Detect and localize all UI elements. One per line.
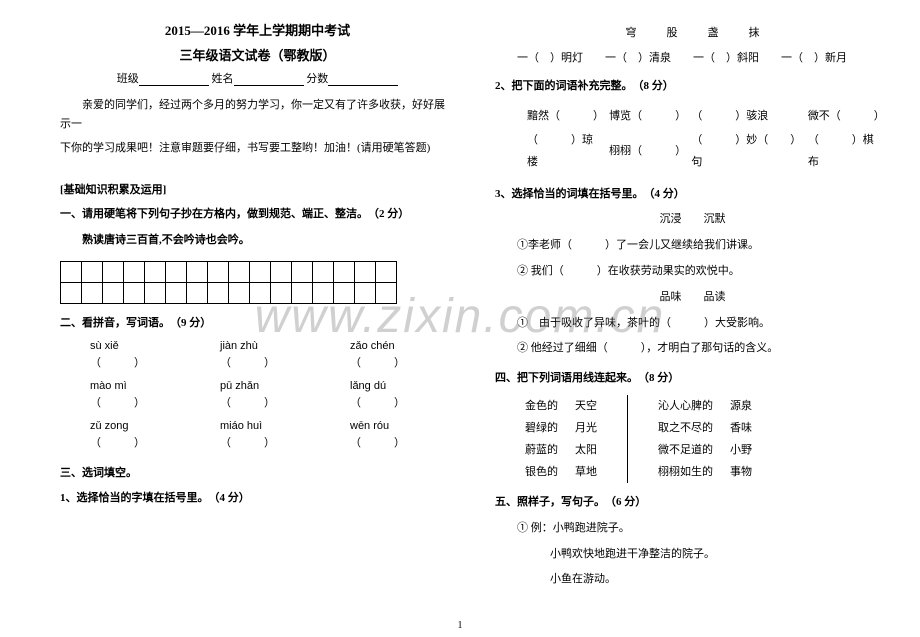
- blank-name: [234, 74, 304, 86]
- intro-2: 下你的学习成果吧！注意审题要仔细，书写要工整哟！加油！(请用硬笔答题): [60, 139, 455, 159]
- paren-1-2: （ ）: [220, 354, 310, 370]
- mr-2b: 香味: [730, 422, 752, 434]
- paren-2-2: （ ）: [220, 394, 310, 410]
- fill-table: 黯然（ ） 博览（ ） （ ）骇浪 微不（ ） （ ）琼楼 栩栩（ ） （ ）妙…: [525, 103, 890, 175]
- label-score: 分数: [306, 73, 328, 85]
- ex-label: ① 例：小鸭跑进院子。: [495, 519, 890, 539]
- match-divider: [627, 395, 628, 483]
- q2-head: 二、看拼音，写词语。 （9 分）: [60, 314, 455, 334]
- fill-2-3: （ ）妙（ ）句: [691, 129, 806, 173]
- section-a-head: [基础知识积累及运用]: [60, 181, 455, 197]
- paren-2-3: （ ）: [350, 394, 440, 410]
- page-number: 1: [458, 620, 463, 631]
- paren-1-1: （ ）: [90, 354, 180, 370]
- pinyin-3-1: zǔ zong: [90, 420, 180, 432]
- pinyin-2-3: lǎng dú: [350, 380, 440, 392]
- pair-b: 品味 品读: [495, 288, 890, 308]
- label-name: 姓名: [212, 73, 234, 85]
- ex1: 小鸭欢快地跑进干净整洁的院子。: [495, 545, 890, 565]
- mr-4a: 栩栩如生的: [658, 461, 713, 483]
- mr-3b: 小野: [730, 444, 752, 456]
- pinyin-3-2: miáo huì: [220, 420, 310, 432]
- fill-1-4: 微不（ ）: [808, 105, 888, 127]
- char-4: 抹: [749, 24, 760, 40]
- ml-4b: 草地: [575, 466, 597, 478]
- q4-head: 四、把下列词语用线连起来。 （8 分）: [495, 369, 890, 389]
- paren-row-3: （ ） （ ） （ ）: [90, 434, 455, 450]
- paren-1-3: （ ）: [350, 354, 440, 370]
- paren-2-1: （ ）: [90, 394, 180, 410]
- q3-1-head: 1、选择恰当的字填在括号里。 （4 分）: [60, 489, 455, 509]
- label-class: 班级: [117, 73, 139, 85]
- fill-2-2: 栩栩（ ）: [609, 129, 689, 173]
- char-1: 穹: [626, 24, 637, 40]
- pair-a: 沉浸 沉默: [495, 210, 890, 230]
- match-wrap: 金色的 天空 碧绿的 月光 蔚蓝的 太阳 银色的 草地 沁人心脾的 源泉 取之不…: [525, 395, 890, 483]
- ex2: 小鱼在游动。: [495, 570, 890, 590]
- pinyin-2-1: mào mì: [90, 380, 180, 392]
- pinyin-row-1: sù xiě jiàn zhù zǎo chén: [90, 340, 455, 352]
- a2: ② 我们（ ）在收获劳动果实的欢悦中。: [495, 262, 890, 282]
- paren-row-2: （ ） （ ） （ ）: [90, 394, 455, 410]
- title-line-2: 三年级语文试卷（鄂教版）: [60, 45, 455, 64]
- right-column: 穹 股 盏 抹 一（ ）明灯 一（ ）清泉 一（ ）斜阳 一（ ）新月 2、把下…: [495, 20, 890, 596]
- mr-1a: 沁人心脾的: [658, 395, 713, 417]
- mr-1b: 源泉: [730, 400, 752, 412]
- ml-1a: 金色的: [525, 395, 558, 417]
- match-right-a: 沁人心脾的 源泉 取之不尽的 香味 微不足道的 小野 栩栩如生的 事物: [658, 395, 752, 483]
- writing-grid: [60, 261, 397, 304]
- char-row: 穹 股 盏 抹: [495, 24, 890, 40]
- intro-1: 亲爱的同学们，经过两个多月的努力学习，你一定又有了许多收获，好好展示一: [60, 96, 455, 133]
- q1-sentence: 熟读唐诗三百首,不会吟诗也会吟。: [60, 231, 455, 251]
- fill-row-1: 一（ ）明灯 一（ ）清泉 一（ ）斜阳 一（ ）新月: [495, 48, 890, 69]
- ml-1b: 天空: [575, 400, 597, 412]
- paren-3-2: （ ）: [220, 434, 310, 450]
- b1: ① 由于吸收了异味，茶叶的（ ）大受影响。: [495, 314, 890, 334]
- fill-2-1: （ ）琼楼: [527, 129, 607, 173]
- ml-2b: 月光: [575, 422, 597, 434]
- pinyin-1-3: zǎo chén: [350, 340, 440, 352]
- paren-3-1: （ ）: [90, 434, 180, 450]
- ml-3b: 太阳: [575, 444, 597, 456]
- match-left-a: 金色的 天空 碧绿的 月光 蔚蓝的 太阳 银色的 草地: [525, 395, 597, 483]
- b2: ② 他经过了细细（ ），才明白了那句话的含义。: [495, 339, 890, 359]
- fill-1-3: （ ）骇浪: [691, 105, 806, 127]
- page: 2015—2016 学年上学期期中考试 三年级语文试卷（鄂教版） 班级 姓名 分…: [0, 0, 920, 606]
- left-column: 2015—2016 学年上学期期中考试 三年级语文试卷（鄂教版） 班级 姓名 分…: [60, 20, 455, 596]
- char-2: 股: [667, 24, 678, 40]
- pinyin-1-1: sù xiě: [90, 340, 180, 352]
- fill-2-4: （ ）棋布: [808, 129, 888, 173]
- pinyin-row-3: zǔ zong miáo huì wēn róu: [90, 420, 455, 432]
- pinyin-3-3: wēn róu: [350, 420, 440, 432]
- paren-3-3: （ ）: [350, 434, 440, 450]
- pinyin-1-2: jiàn zhù: [220, 340, 310, 352]
- title-line-1: 2015—2016 学年上学期期中考试: [60, 20, 455, 39]
- ml-2a: 碧绿的: [525, 417, 558, 439]
- fill-1-1: 黯然（ ）: [527, 105, 607, 127]
- q3-2-head: 2、把下面的词语补充完整。 （8 分）: [495, 77, 890, 97]
- blank-class: [139, 74, 209, 86]
- q1-head: 一、请用硬笔将下列句子抄在方格内，做到规范、端正、整洁。 （2 分）: [60, 205, 455, 225]
- char-3: 盏: [708, 24, 719, 40]
- q3-3-head: 3、选择恰当的词填在括号里。 （4 分）: [495, 185, 890, 205]
- q3-head: 三、选词填空。: [60, 464, 455, 484]
- a1: ①李老师（ ）了一会儿又继续给我们讲课。: [495, 236, 890, 256]
- blank-score: [328, 74, 398, 86]
- mr-2a: 取之不尽的: [658, 417, 713, 439]
- ml-4a: 银色的: [525, 461, 558, 483]
- mr-3a: 微不足道的: [658, 439, 713, 461]
- pinyin-row-2: mào mì pū zhǎn lǎng dú: [90, 380, 455, 392]
- ml-3a: 蔚蓝的: [525, 439, 558, 461]
- paren-row-1: （ ） （ ） （ ）: [90, 354, 455, 370]
- q5-head: 五、照样子，写句子。 （6 分）: [495, 493, 890, 513]
- fill-1-2: 博览（ ）: [609, 105, 689, 127]
- mr-4b: 事物: [730, 466, 752, 478]
- name-blank-line: 班级 姓名 分数: [60, 70, 455, 86]
- pinyin-2-2: pū zhǎn: [220, 380, 310, 392]
